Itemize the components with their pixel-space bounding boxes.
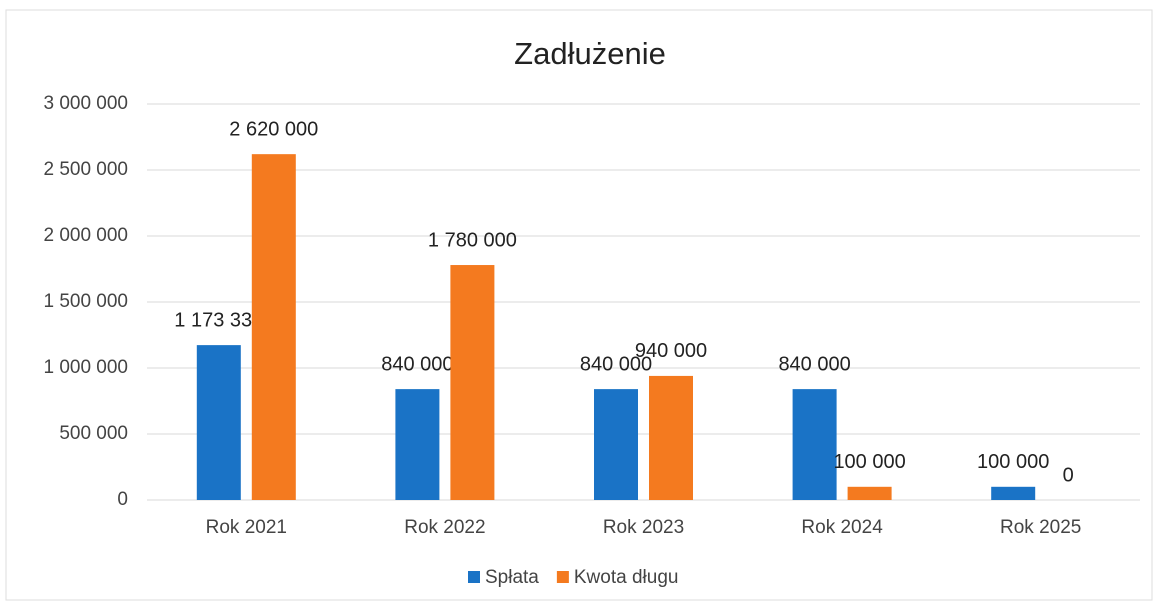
y-tick-label: 500 000 <box>59 423 128 444</box>
x-tick-label: Rok 2025 <box>1000 517 1081 538</box>
data-label: 0 <box>1063 464 1074 486</box>
legend-label: Kwota długu <box>574 567 679 588</box>
bar <box>594 389 638 500</box>
data-label: 840 000 <box>580 353 652 375</box>
y-tick-label: 3 000 000 <box>43 93 128 114</box>
data-label: 100 000 <box>833 451 905 473</box>
legend-swatch <box>556 571 569 583</box>
bar <box>251 154 296 500</box>
y-tick-label: 1 500 000 <box>43 291 128 312</box>
bar <box>395 389 440 500</box>
bar <box>991 486 1036 500</box>
bar <box>196 345 241 500</box>
bar <box>792 389 837 500</box>
bar <box>649 375 693 500</box>
y-tick-label: 1 000 000 <box>43 357 128 378</box>
y-tick-label: 2 500 000 <box>43 159 128 180</box>
chart-title: Zadłużenie <box>514 36 666 71</box>
x-tick-label: Rok 2021 <box>206 517 287 538</box>
data-label: 1 173 332 <box>174 309 263 331</box>
bar <box>450 265 495 500</box>
data-label: 100 000 <box>977 451 1049 473</box>
x-tick-label: Rok 2023 <box>603 517 684 538</box>
legend-swatch <box>468 571 480 583</box>
legend-label: Spłata <box>485 567 539 588</box>
data-label: 940 000 <box>635 340 707 362</box>
data-label: 2 620 000 <box>229 118 318 140</box>
x-tick-label: Rok 2024 <box>801 517 883 538</box>
y-tick-label: 0 <box>117 489 128 510</box>
y-tick-label: 2 000 000 <box>43 225 128 246</box>
bar <box>847 486 892 500</box>
data-label: 840 000 <box>778 353 850 375</box>
data-label: 840 000 <box>381 353 453 375</box>
x-tick-label: Rok 2022 <box>404 517 485 538</box>
data-label: 1 780 000 <box>428 229 517 251</box>
chart-frame <box>5 9 1153 601</box>
